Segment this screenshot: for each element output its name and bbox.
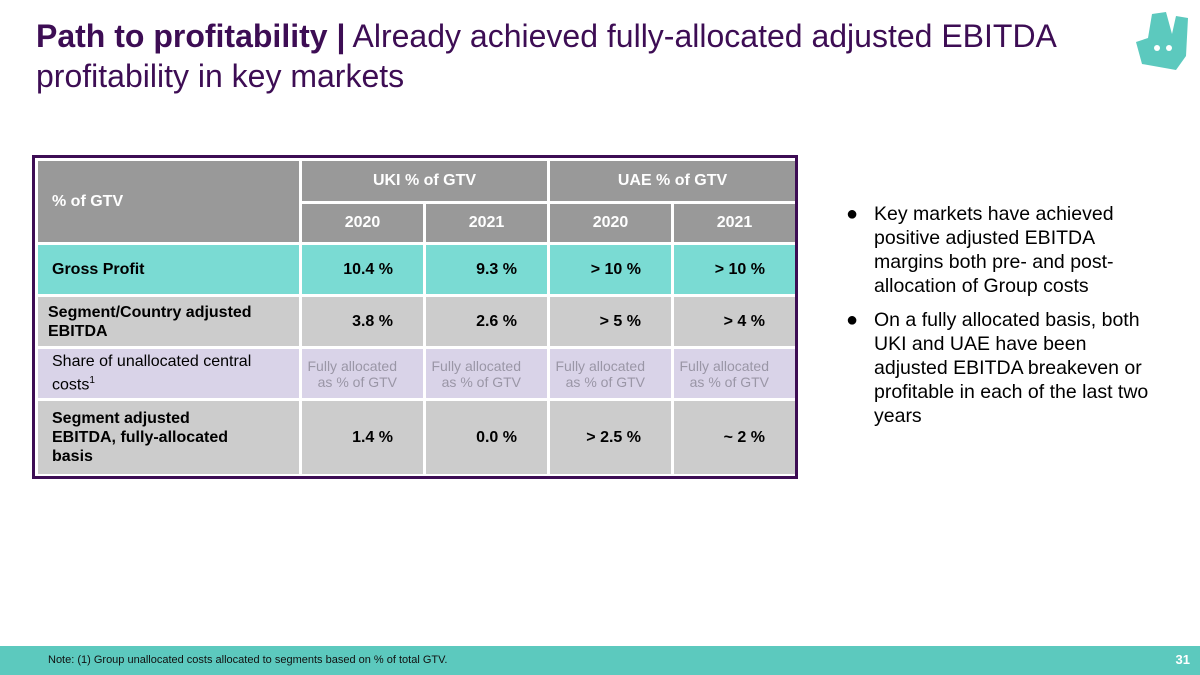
cell-line: as % of GTV [317,373,397,390]
table-cell: Fully allocated as % of GTV [674,349,795,398]
table-corner-label: % of GTV [38,161,299,242]
row-label-unallocated-costs: Share of unallocated central costs1 [38,349,299,398]
year-header: 2021 [674,204,795,242]
table-cell: 9.3 % [426,245,547,294]
table-cell: Fully allocated as % of GTV [302,349,423,398]
table-cell: 10.4 % [302,245,423,294]
group-header-uki: UKI % of GTV [302,161,547,201]
cell-line: as % of GTV [441,373,521,390]
cell-line: Fully allocated [307,357,398,374]
cell-line: Fully allocated [431,357,522,374]
row-label-gross-profit: Gross Profit [38,245,299,294]
year-header: 2020 [302,204,423,242]
table-cell: 1.4 % [302,401,423,474]
cell-line: as % of GTV [565,373,645,390]
table-cell: 0.0 % [426,401,547,474]
row-label-segment-ebitda: Segment/Country adjusted EBITDA [38,297,299,346]
table-cell: > 10 % [550,245,671,294]
table-cell: 3.8 % [302,297,423,346]
row-label-fully-allocated-ebitda: Segment adjusted EBITDA, fully-allocated… [38,401,299,474]
footnote: Note: (1) Group unallocated costs alloca… [48,654,448,666]
group-header-uae: UAE % of GTV [550,161,795,201]
table-cell: Fully allocated as % of GTV [426,349,547,398]
table-cell: > 4 % [674,297,795,346]
footer-bar: Note: (1) Group unallocated costs alloca… [0,646,1200,675]
data-table: % of GTV UKI % of GTV UAE % of GTV 2020 … [32,155,798,479]
row-label-text: Share of unallocated central costs [52,353,252,394]
cell-line: Fully allocated [555,357,646,374]
bullet-item: ● Key markets have achieved positive adj… [842,202,1162,298]
table-cell: > 2.5 % [550,401,671,474]
page-number: 31 [1175,652,1190,667]
cell-line: Fully allocated [679,357,770,374]
table-cell: ~ 2 % [674,401,795,474]
bullet-dot-icon: ● [846,203,859,225]
table-cell: > 10 % [674,245,795,294]
bullet-item: ● On a fully allocated basis, both UKI a… [842,308,1162,428]
page-title: Path to profitability | Already achieved… [36,16,1116,96]
year-header: 2021 [426,204,547,242]
year-header: 2020 [550,204,671,242]
key-points: ● Key markets have achieved positive adj… [842,202,1162,438]
bullet-text: Key markets have achieved positive adjus… [874,203,1114,297]
footnote-marker: 1 [89,375,95,387]
table-cell: > 5 % [550,297,671,346]
title-bold: Path to profitability | [36,18,346,54]
title-rest: Already achieved fully-allocated adjuste… [36,18,1056,94]
bullet-dot-icon: ● [846,309,859,331]
cell-line: as % of GTV [689,373,769,390]
table-cell: Fully allocated as % of GTV [550,349,671,398]
table-cell: 2.6 % [426,297,547,346]
bullet-text: On a fully allocated basis, both UKI and… [874,309,1149,427]
deliveroo-kangaroo-icon [1136,12,1188,70]
